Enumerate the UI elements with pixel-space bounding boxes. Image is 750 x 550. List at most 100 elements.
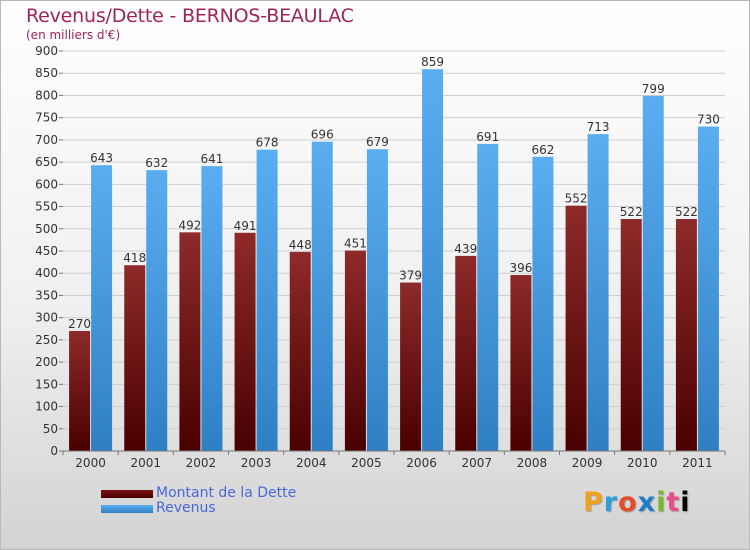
revenue-bar <box>366 149 388 451</box>
revenue-bar <box>146 170 168 451</box>
revenue-bar <box>422 69 444 451</box>
x-tick-label: 2000 <box>75 456 106 470</box>
y-tick-label: 400 <box>35 266 58 280</box>
x-tick-label: 2005 <box>351 456 382 470</box>
revenue-bar <box>477 143 499 451</box>
debt-bar <box>400 282 422 451</box>
x-tick-label: 2006 <box>406 456 437 470</box>
data-label: 641 <box>200 152 223 166</box>
legend-swatch-revenue <box>101 505 153 513</box>
data-label: 859 <box>421 55 444 69</box>
y-tick-label: 700 <box>35 133 58 147</box>
data-label: 679 <box>366 135 389 149</box>
revenue-bar <box>201 166 223 451</box>
data-label: 799 <box>642 82 665 96</box>
data-label: 643 <box>90 151 113 165</box>
y-tick-label: 900 <box>35 44 58 58</box>
data-label: 696 <box>311 128 334 142</box>
debt-bar <box>455 255 477 451</box>
y-tick-label: 150 <box>35 377 58 391</box>
data-label: 522 <box>675 205 698 219</box>
y-tick-label: 650 <box>35 155 58 169</box>
data-label: 552 <box>565 192 588 206</box>
legend-label-debt: Montant de la Dette <box>156 485 297 501</box>
x-tick-label: 2003 <box>241 456 272 470</box>
revenue-bar <box>532 156 554 451</box>
revenue-bar <box>311 141 333 451</box>
revenue-bar <box>91 165 113 451</box>
chart-title: Revenus/Dette - BERNOS-BEAULAC <box>26 5 354 27</box>
data-label: 713 <box>587 120 610 134</box>
x-tick-label: 2001 <box>130 456 161 470</box>
y-tick-label: 350 <box>35 288 58 302</box>
revenue-bar <box>256 149 278 451</box>
revenue-bar <box>697 126 719 452</box>
data-label: 396 <box>509 261 532 275</box>
data-label: 379 <box>399 269 422 283</box>
logo-letter: o <box>618 487 638 518</box>
y-axis-ticks: 0 50 100 150 200 250 300 350 400 450 500 550 600 650 7… <box>35 44 63 458</box>
y-tick-label: 550 <box>35 200 58 214</box>
x-tick-label: 2010 <box>627 456 658 470</box>
x-axis-ticks: 2000 2001 2002 2003 2004 2005 2006 2007 2008 2009… <box>62 451 726 470</box>
logo-letter: i <box>656 487 667 518</box>
data-label: 522 <box>620 205 643 219</box>
data-label: 448 <box>289 238 312 252</box>
logo-letter: r <box>603 487 619 518</box>
data-label: 491 <box>234 219 257 233</box>
chart-subtitle: (en milliers d'€) <box>26 28 121 42</box>
y-tick-label: 800 <box>35 88 58 102</box>
debt-bar <box>124 265 146 451</box>
y-tick-label: 0 <box>50 444 58 458</box>
y-tick-label: 50 <box>43 422 58 436</box>
y-tick-label: 600 <box>35 177 58 191</box>
debt-bar <box>179 232 201 451</box>
debt-bar <box>565 205 587 451</box>
data-labels: 270 643 418 632 492 641 491 678 448 696 451 679 379 8… <box>68 55 720 331</box>
legend-label-revenue: Revenus <box>156 500 216 516</box>
debt-bar <box>69 331 91 451</box>
data-label: 492 <box>178 218 201 232</box>
logo-letter: t <box>666 487 681 518</box>
revenue-bar <box>587 134 609 451</box>
debt-bar <box>510 275 532 451</box>
y-tick-label: 500 <box>35 222 58 236</box>
debt-bar <box>620 219 642 451</box>
y-tick-label: 300 <box>35 311 58 325</box>
data-label: 632 <box>145 156 168 170</box>
debt-bar <box>234 232 256 451</box>
data-label: 678 <box>256 136 279 150</box>
x-tick-label: 2007 <box>461 456 492 470</box>
y-tick-label: 450 <box>35 244 58 258</box>
y-tick-label: 250 <box>35 333 58 347</box>
revenue-bar <box>642 95 664 451</box>
bars <box>69 69 719 452</box>
data-label: 691 <box>476 130 499 144</box>
legend-swatch-debt <box>101 490 153 498</box>
y-tick-label: 100 <box>35 400 58 414</box>
data-label: 662 <box>531 143 554 157</box>
x-tick-label: 2004 <box>296 456 327 470</box>
logo-letter: i <box>680 487 691 518</box>
grid-lines <box>63 50 725 452</box>
y-tick-label: 750 <box>35 111 58 125</box>
data-label: 439 <box>454 242 477 256</box>
debt-bar <box>344 250 366 451</box>
data-label: 451 <box>344 237 367 251</box>
x-tick-label: 2009 <box>572 456 603 470</box>
x-tick-label: 2002 <box>186 456 217 470</box>
logo-letter: x <box>637 487 657 518</box>
debt-bar <box>289 251 311 451</box>
proxiti-logo: Proxiti <box>583 487 691 518</box>
y-tick-label: 200 <box>35 355 58 369</box>
x-tick-label: 2011 <box>682 456 713 470</box>
logo-letter: P <box>583 487 604 518</box>
debt-bar <box>675 219 697 451</box>
data-label: 270 <box>68 317 91 331</box>
data-label: 730 <box>697 113 720 127</box>
y-tick-label: 850 <box>35 66 58 80</box>
x-tick-label: 2008 <box>517 456 548 470</box>
data-label: 418 <box>123 251 146 265</box>
